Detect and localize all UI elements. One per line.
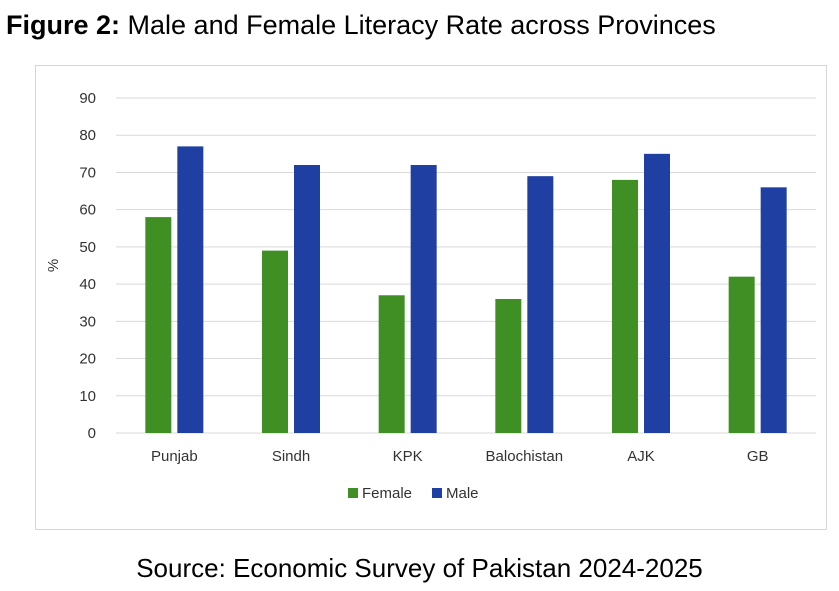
x-category-label: AJK — [627, 448, 655, 465]
x-category-label: Punjab — [151, 448, 198, 465]
legend-swatch-male — [432, 488, 442, 498]
legend-label-female: Female — [362, 485, 412, 502]
bar-female-gb — [728, 276, 755, 433]
y-tick-label: 90 — [79, 90, 96, 107]
bar-male-punjab — [177, 146, 204, 433]
bar-female-ajk — [612, 179, 638, 433]
bar-male-kpk — [410, 165, 437, 433]
y-tick-label: 50 — [79, 239, 96, 256]
legend-label-male: Male — [446, 485, 479, 502]
y-tick-label: 60 — [79, 202, 96, 219]
bar-chart: 0 10 20 30 40 50 60 70 80 90% Punjab Sindh KPK Baloch… — [45, 90, 816, 502]
bar-male-sindh — [294, 165, 320, 433]
bar-male-balochistan — [527, 176, 554, 433]
bar-female-kpk — [378, 295, 405, 433]
bar-female-balochistan — [495, 299, 522, 433]
x-category-label: Balochistan — [486, 448, 564, 465]
y-tick-label: 80 — [79, 127, 96, 144]
x-category-label: GB — [747, 448, 769, 465]
y-tick-label: 70 — [79, 164, 96, 181]
y-tick-label: 10 — [79, 388, 96, 405]
bar-female-sindh — [262, 250, 288, 433]
bar-female-punjab — [145, 217, 172, 433]
legend-swatch-female — [348, 488, 358, 498]
figure-title: Figure 2: Male and Female Literacy Rate … — [6, 8, 716, 42]
y-tick-label: 40 — [79, 276, 96, 293]
y-tick-label: 0 — [88, 425, 96, 442]
figure-number: Figure 2: — [6, 10, 121, 40]
chart-area: 0 10 20 30 40 50 60 70 80 90% Punjab Sindh KPK Baloch… — [35, 65, 827, 530]
x-category-label: KPK — [393, 448, 423, 465]
bar-male-ajk — [644, 153, 670, 433]
bar-male-gb — [760, 187, 787, 433]
y-axis-label: % — [45, 259, 62, 272]
figure-title-text: Male and Female Literacy Rate across Pro… — [127, 10, 716, 40]
x-category-label: Sindh — [272, 448, 310, 465]
y-tick-label: 30 — [79, 313, 96, 330]
source-note: Source: Economic Survey of Pakistan 2024… — [136, 553, 703, 583]
y-tick-label: 20 — [79, 351, 96, 368]
